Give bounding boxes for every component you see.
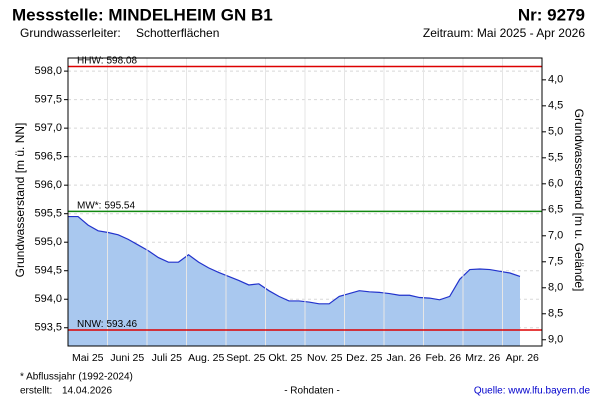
line	[68, 215, 521, 305]
y2-tick-label: 7,0	[548, 230, 563, 242]
reference-value: 598.08	[106, 55, 137, 66]
y-axis-title: Grundwasserstand [m ü. NN]	[13, 123, 27, 278]
area	[68, 216, 520, 346]
y2-tick-label: 5,5	[548, 152, 563, 164]
aquifer-label: Grundwasserleiter:	[20, 26, 121, 40]
station-number: Nr: 9279	[518, 5, 585, 24]
reference-label: NNW: 593.46	[77, 319, 138, 330]
x-tick-label: Juli 25	[152, 352, 183, 364]
y-tick-label: 597,5	[34, 94, 62, 106]
reference-label: HHW: 598.08	[77, 55, 138, 66]
x-tick-label: Mai 25	[72, 352, 104, 364]
reference-value: 593.46	[106, 319, 137, 330]
period: Zeitraum: Mai 2025 - Apr 2026	[423, 26, 585, 40]
reference-name: MW*:	[77, 200, 101, 211]
y2-tick-label: 6,0	[548, 178, 563, 190]
y-tick-label: 595,5	[34, 208, 62, 220]
reference-value: 595.54	[104, 200, 135, 211]
reference-label: MW*: 595.54	[77, 200, 135, 211]
source-link[interactable]: Quelle: www.lfu.bayern.de	[474, 386, 591, 397]
x-tick-label: Juni 25	[110, 352, 144, 364]
y-tick-label: 598,0	[34, 65, 62, 77]
y2-tick-label: 9,0	[548, 334, 563, 346]
aquifer: Schotterflächen	[136, 26, 219, 40]
plot-frame	[67, 57, 543, 347]
y-tick-label: 596,0	[34, 179, 62, 191]
created-date: 14.04.2026	[62, 386, 112, 397]
y2-tick-label: 8,5	[548, 308, 563, 320]
y2-tick-label: 5,0	[548, 126, 563, 138]
data-note: - Rohdaten -	[284, 386, 340, 397]
x-tick-label: Aug. 25	[188, 352, 224, 364]
y2-tick-label: 8,0	[548, 282, 563, 294]
x-tick-label: Nov. 25	[307, 352, 343, 364]
y-tick-label: 594,0	[34, 293, 62, 305]
x-tick-label: Apr. 26	[506, 352, 539, 364]
y-tick-label: 594,5	[34, 265, 62, 277]
x-tick-label: Sept. 25	[226, 352, 265, 364]
y-tick-label: 595,0	[34, 236, 62, 248]
y-tick-label: 597,0	[34, 122, 62, 134]
x-tick-label: Jan. 26	[387, 352, 422, 364]
y2-tick-label: 4,0	[548, 74, 563, 86]
y2-tick-label: 4,5	[548, 100, 563, 112]
y2-tick-label: 6,5	[548, 204, 563, 216]
reference-name: NNW:	[77, 319, 103, 330]
x-tick-label: Dez. 25	[346, 352, 382, 364]
x-tick-label: Mrz. 26	[465, 352, 500, 364]
created-label: erstellt:	[20, 386, 52, 397]
chart-title: Messstelle: MINDELHEIM GN B1	[12, 5, 273, 24]
y2-tick-label: 7,5	[548, 256, 563, 268]
y-tick-label: 596,5	[34, 151, 62, 163]
x-tick-label: Okt. 25	[268, 352, 302, 364]
footnote: * Abflussjahr (1992-2024)	[20, 372, 133, 383]
y-tick-label: 593,5	[34, 322, 62, 334]
reference-name: HHW:	[77, 55, 103, 66]
x-tick-label: Feb. 26	[425, 352, 461, 364]
y2-axis-title: Grundwasserstand [m u. Gelände]	[572, 109, 586, 292]
